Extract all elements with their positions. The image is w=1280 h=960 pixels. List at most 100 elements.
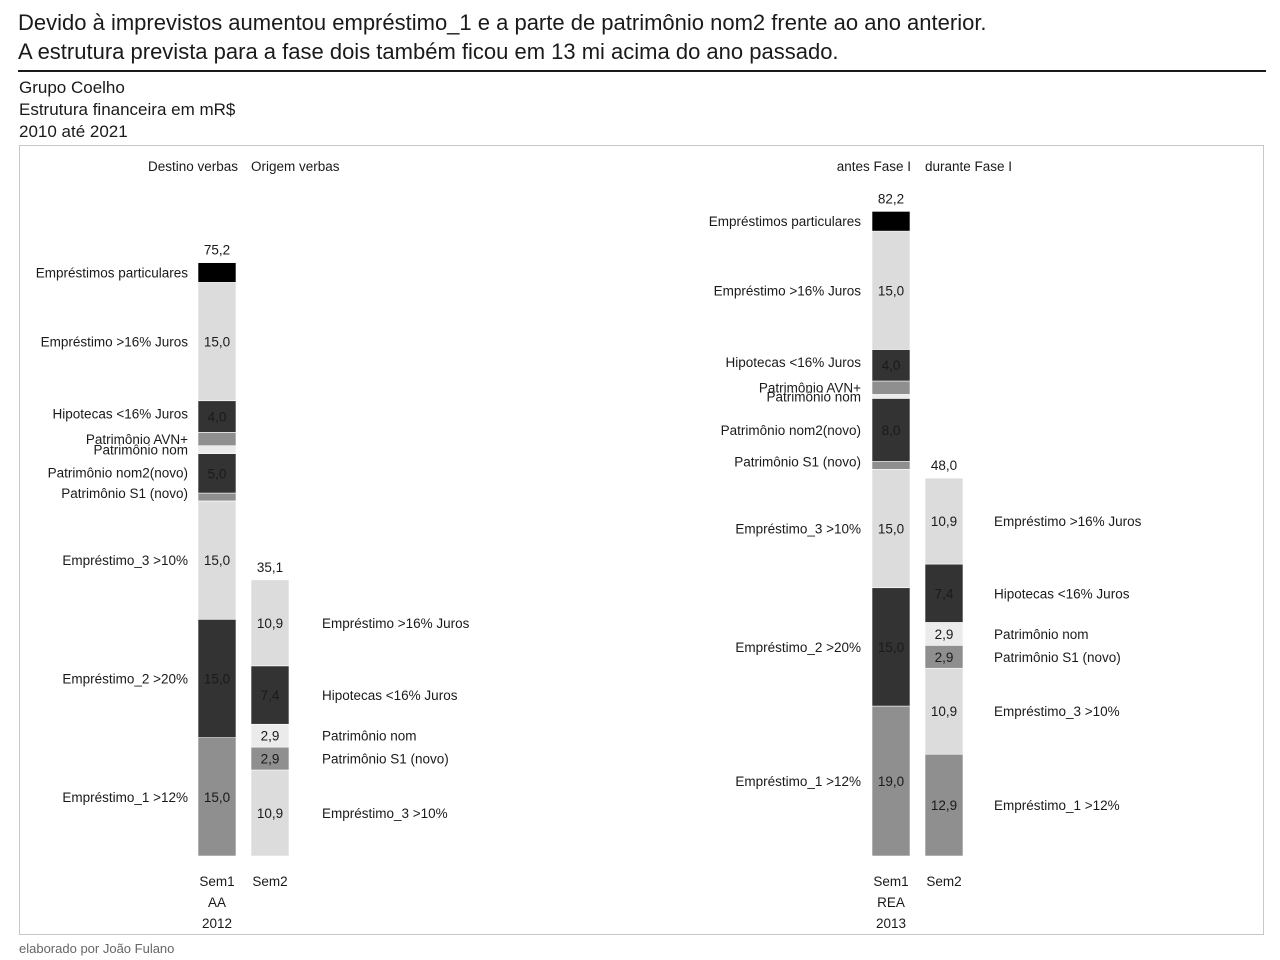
segment-name-emprestimos-particulares: Empréstimos particulares: [709, 214, 862, 229]
value-label-emprestimo-3-10: 15,0: [878, 522, 904, 537]
value-label-emprestimo-3-10: 10,9: [931, 704, 957, 719]
bar-segment-emprestimo-1-12: [871, 705, 911, 857]
value-label-patrimonio-s1-novo: 2,9: [935, 650, 954, 665]
bar-segment-emprestimo-2-20: [197, 618, 237, 738]
bar-segment-emprestimo-16-juros: [250, 579, 290, 667]
bar-segment-patrimonio-nom: [871, 394, 911, 399]
bar-segment-patrimonio-nom: [197, 445, 237, 454]
value-label-hipotecas-16-juros: 7,4: [935, 586, 954, 601]
footer-credit: elaborado por João Fulano: [19, 941, 175, 956]
bar-segment-patrimonio-s1-novo: [197, 492, 237, 502]
value-label-emprestimo-3-10: 10,9: [257, 806, 283, 821]
bar-segment-emprestimo-3-10: [197, 500, 237, 620]
category-label-sem2: Sem2: [252, 874, 287, 889]
segment-name-patrimonio-nom: Patrimônio nom: [766, 389, 861, 404]
bar-segment-emprestimo-16-juros: [871, 230, 911, 350]
chart-period: 2010 até 2021: [19, 122, 128, 141]
value-label-patrimonio-nom: 2,9: [261, 729, 280, 744]
segment-name-emprestimo-1-12: Empréstimo_1 >12%: [994, 798, 1120, 813]
segment-name-emprestimo-2-20: Empréstimo_2 >20%: [735, 640, 861, 655]
value-label-patrimonio-s1-novo: 2,9: [261, 752, 280, 767]
value-label-emprestimo-1-12: 19,0: [878, 774, 904, 789]
bar-segment-hipotecas-16-juros: [197, 400, 237, 433]
segment-name-emprestimo-3-10: Empréstimo_3 >10%: [735, 522, 861, 537]
column-header-durante-fase-i: durante Fase I: [925, 159, 1012, 174]
segment-name-patrimonio-s1-novo: Patrimônio S1 (novo): [994, 650, 1121, 665]
segment-name-hipotecas-16-juros: Hipotecas <16% Juros: [994, 586, 1130, 601]
value-label-patrimonio-nom2-novo: 5,0: [208, 466, 227, 481]
bar-segment-patrimonio-s1-novo: [871, 461, 911, 470]
bar-total-label: 82,2: [878, 191, 904, 206]
value-label-emprestimo-1-12: 15,0: [204, 790, 230, 805]
value-label-emprestimo-2-20: 15,0: [204, 671, 230, 686]
segment-name-emprestimo-16-juros: Empréstimo >16% Juros: [714, 283, 862, 298]
bar-segment-emprestimo-16-juros: [924, 477, 964, 565]
bar-segment-emprestimos-particulares: [871, 211, 911, 232]
segment-name-hipotecas-16-juros: Hipotecas <16% Juros: [726, 355, 862, 370]
company-name: Grupo Coelho: [19, 78, 125, 97]
segment-name-patrimonio-s1-novo: Patrimônio S1 (novo): [734, 454, 861, 469]
segment-name-hipotecas-16-juros: Hipotecas <16% Juros: [322, 688, 458, 703]
bar-total-label: 48,0: [931, 458, 957, 473]
category-label-sem2: Sem2: [926, 874, 961, 889]
chart-subject: Estrutura financeira em mR$: [19, 100, 236, 119]
segment-name-emprestimo-1-12: Empréstimo_1 >12%: [735, 774, 861, 789]
value-label-emprestimo-2-20: 15,0: [878, 640, 904, 655]
segment-name-emprestimo-3-10: Empréstimo_3 >10%: [62, 553, 188, 568]
segment-name-emprestimo-2-20: Empréstimo_2 >20%: [62, 671, 188, 686]
bar-segment-emprestimo-2-20: [871, 587, 911, 707]
bar-segment-emprestimos-particulares: [197, 262, 237, 283]
bar-segment-patrimonio-avn: [197, 432, 237, 447]
bar-segment-hipotecas-16-juros: [250, 665, 290, 725]
segment-name-emprestimo-16-juros: Empréstimo >16% Juros: [322, 616, 470, 631]
segment-name-emprestimo-3-10: Empréstimo_3 >10%: [322, 806, 448, 821]
value-label-hipotecas-16-juros: 7,4: [261, 688, 280, 703]
bar-segment-emprestimo-3-10: [250, 769, 290, 857]
bar-segment-patrimonio-nom2-novo: [197, 453, 237, 494]
segment-name-emprestimos-particulares: Empréstimos particulares: [36, 266, 189, 281]
headline-line-1: Devido à imprevistos aumentou empréstimo…: [18, 10, 987, 35]
headline-line-2: A estrutura prevista para a fase dois ta…: [18, 39, 839, 64]
column-header-antes-fase-i: antes Fase I: [837, 159, 911, 174]
category-label-aa: AA: [208, 895, 226, 910]
bar-segment-emprestimo-3-10: [871, 469, 911, 589]
value-label-emprestimo-16-juros: 10,9: [257, 616, 283, 631]
segment-name-patrimonio-avn: Patrimônio AVN+: [86, 432, 188, 447]
segment-name-patrimonio-avn: Patrimônio AVN+: [759, 381, 861, 396]
column-header-destino-verbas: Destino verbas: [148, 159, 238, 174]
segment-name-patrimonio-nom: Patrimônio nom: [322, 729, 417, 744]
category-label-2013: 2013: [876, 916, 906, 931]
value-label-emprestimo-3-10: 15,0: [204, 553, 230, 568]
segment-name-patrimonio-s1-novo: Patrimônio S1 (novo): [61, 486, 188, 501]
segment-name-patrimonio-s1-novo: Patrimônio S1 (novo): [322, 752, 449, 767]
segment-name-emprestimo-3-10: Empréstimo_3 >10%: [994, 704, 1120, 719]
bar-segment-hipotecas-16-juros: [924, 563, 964, 623]
chart-meta: Grupo Coelho Estrutura financeira em mR$…: [19, 77, 235, 143]
bar-total-label: 75,2: [204, 243, 230, 258]
category-label-2012: 2012: [202, 916, 232, 931]
segment-name-patrimonio-nom2-novo: Patrimônio nom2(novo): [48, 465, 188, 480]
segment-name-emprestimo-1-12: Empréstimo_1 >12%: [62, 790, 188, 805]
headline-divider: [18, 70, 1266, 72]
bar-segment-emprestimo-1-12: [924, 753, 964, 857]
chart-frame: [19, 145, 1264, 935]
bar-segment-hipotecas-16-juros: [871, 349, 911, 382]
segment-name-hipotecas-16-juros: Hipotecas <16% Juros: [53, 407, 189, 422]
segment-name-emprestimo-16-juros: Empréstimo >16% Juros: [994, 514, 1142, 529]
bar-total-label: 35,1: [257, 560, 283, 575]
column-header-origem-verbas: Origem verbas: [251, 159, 340, 174]
category-label-sem1: Sem1: [199, 874, 234, 889]
bar-segment-emprestimo-3-10: [924, 667, 964, 755]
value-label-emprestimo-16-juros: 15,0: [878, 283, 904, 298]
value-label-hipotecas-16-juros: 4,0: [208, 410, 227, 425]
bar-segment-emprestimo-1-12: [197, 737, 237, 857]
segment-name-patrimonio-nom2-novo: Patrimônio nom2(novo): [721, 423, 861, 438]
value-label-emprestimo-1-12: 12,9: [931, 798, 957, 813]
value-label-emprestimo-16-juros: 15,0: [204, 335, 230, 350]
value-label-emprestimo-16-juros: 10,9: [931, 514, 957, 529]
value-label-hipotecas-16-juros: 4,0: [882, 358, 901, 373]
bar-segment-emprestimo-16-juros: [197, 282, 237, 402]
category-label-rea: REA: [877, 895, 905, 910]
value-label-patrimonio-nom: 2,9: [935, 627, 954, 642]
